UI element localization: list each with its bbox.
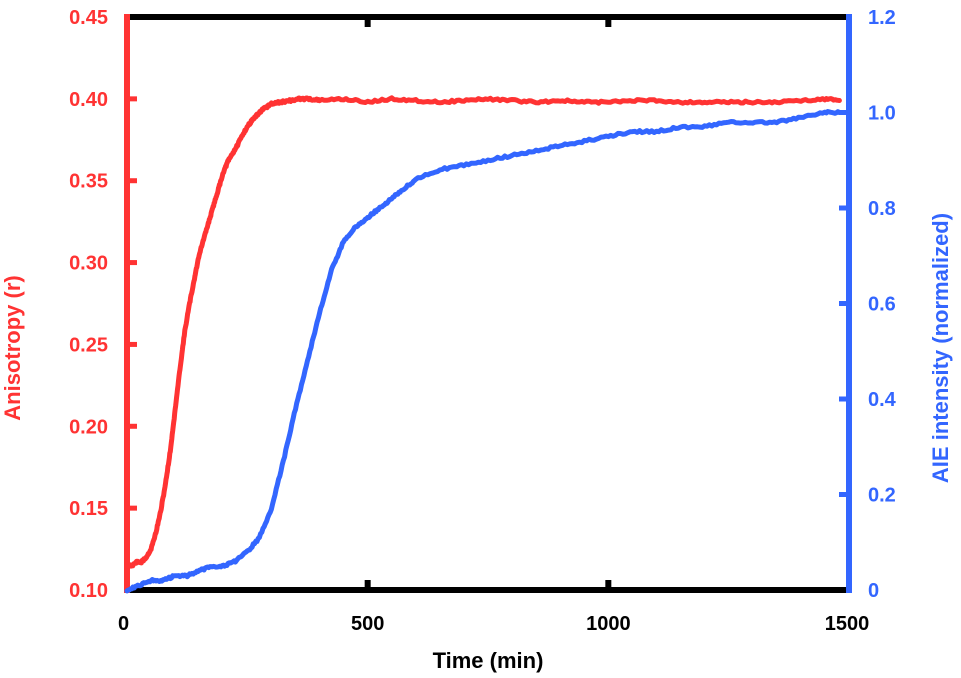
y-left-tick-label: 0.20 — [69, 416, 108, 438]
y-left-tick-label: 0.40 — [69, 89, 108, 111]
y-left-tick-label: 0.15 — [69, 498, 108, 520]
x-tick-label: 1500 — [825, 613, 870, 635]
y-right-tick-label: 0.8 — [868, 198, 896, 220]
y-left-tick-label: 0.25 — [69, 334, 108, 356]
y-right-tick-label: 1.0 — [868, 103, 896, 125]
y-right-tick-label: 1.2 — [868, 7, 896, 29]
y-right-tick-label: 0.4 — [868, 389, 897, 411]
y-right-tick-label: 0.2 — [868, 485, 896, 507]
x-tick-label: 0 — [118, 613, 129, 635]
aie-intensity-series-line — [124, 109, 842, 594]
y-left-tick-label: 0.10 — [69, 580, 108, 602]
x-axis-title: Time (min) — [433, 648, 544, 673]
chart-series — [124, 95, 842, 594]
x-tick-label: 1000 — [586, 613, 631, 635]
y-axis-left-title: Anisotropy (r) — [0, 275, 25, 420]
y-right-tick-label: 0.6 — [868, 294, 896, 316]
y-left-tick-label: 0.35 — [69, 171, 108, 193]
y-right-tick-label: 0 — [868, 580, 879, 602]
y-left-tick-label: 0.45 — [69, 7, 108, 29]
y-left-tick-label: 0.30 — [69, 253, 108, 275]
anisotropy-series-line — [124, 95, 842, 569]
chart-ticks: 0 500 1000 15000.100.150.200.250.300.350.40… — [69, 7, 897, 635]
x-tick-label: 500 — [351, 613, 384, 635]
y-axis-right-title: AIE intensity (normalized) — [928, 213, 953, 483]
